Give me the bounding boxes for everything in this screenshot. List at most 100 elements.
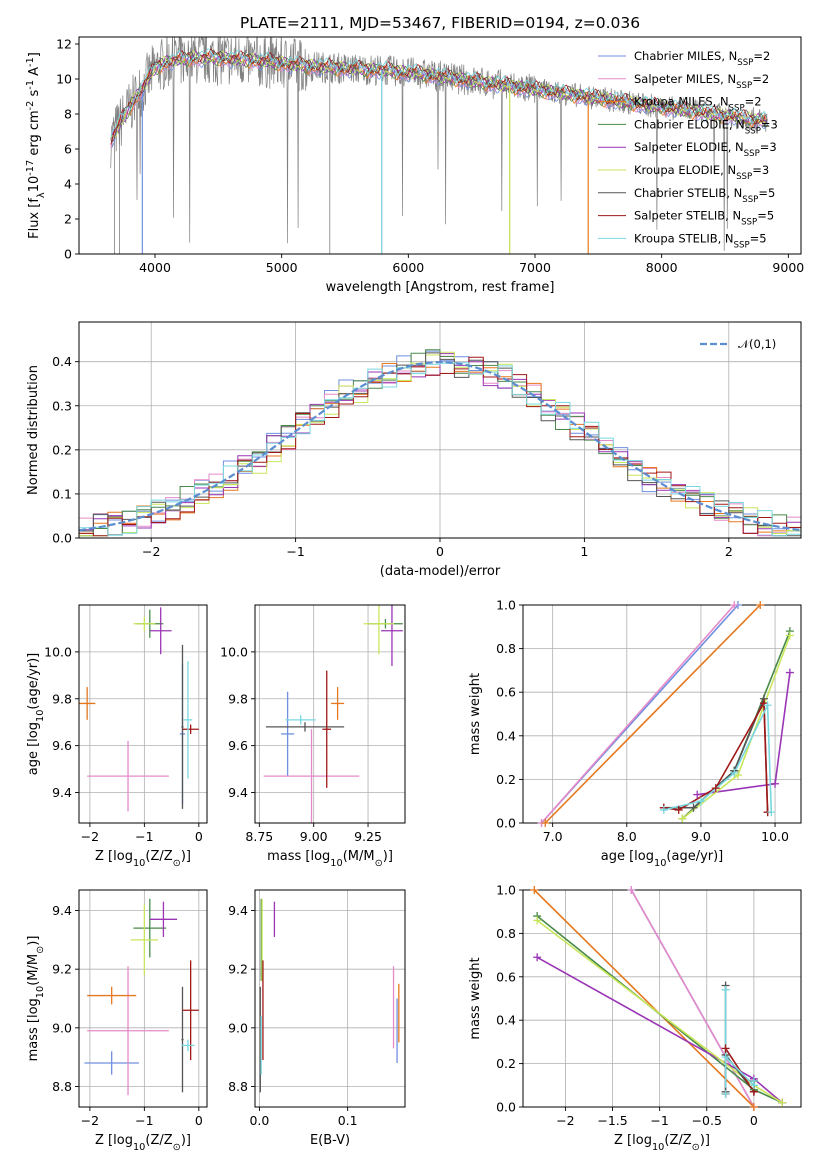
y-tick-label: 9.8 [52,691,72,706]
x-tick-label: −2 [142,544,160,559]
y-tick-label: 9.4 [228,903,248,918]
x-tick-label: 9.0 [691,829,711,844]
x-axis-label: Z [log10(Z/Z⊙)] [95,1133,191,1153]
plot-area [259,898,400,1093]
weight-marker [721,1053,730,1062]
label-fragment: wavelength [Angstrom, rest frame] [326,280,555,295]
label-fragment: (M/M [26,954,41,986]
x-tick-label: 8000 [646,260,678,275]
y-tick-label: 0.2 [496,1056,516,1071]
label-fragment: =5 [757,209,774,223]
x-tick-label: 6000 [392,260,424,275]
legend: Chabrier MILES, N SSP =2 Salpeter MILES, N S… [598,49,778,250]
axes-frame [522,604,802,824]
y-tick-label: 9.4 [228,785,248,800]
weight-line [663,700,769,813]
y-tick-label: 1.0 [496,883,516,898]
weight-marker [627,886,636,894]
label-fragment: (age/yr)] [666,849,723,864]
weight-marker [749,1076,758,1085]
y-tick-label: 12 [56,37,72,52]
legend-label: Kroupa ELODIE, NSSP=3 [634,163,769,182]
y-tick-label: 0.3 [52,398,72,413]
x-tick-label: −1.5 [597,1113,627,1128]
legend-label: Salpeter ELODIE, NSSP=3 [634,140,777,159]
plot-area [79,349,801,537]
label-fragment: E(B-V) [310,1133,350,1148]
label-fragment: Normed distribution [26,365,41,495]
x-tick-label: 5000 [266,260,298,275]
label-fragment: ⊙ [173,858,181,869]
x-tick-label: −2 [556,1113,574,1128]
label-fragment: λ [36,192,47,198]
weight-marker [763,701,772,710]
y-tick-label: 0.0 [52,531,72,546]
y-tick-label: 0.8 [496,926,516,941]
y-tick-label: 0.8 [496,641,516,656]
weight-marker [693,790,702,799]
y-tick-label: 10.0 [220,644,248,659]
x-tick-label: 0.0 [249,1113,269,1128]
label-fragment: -17 [25,160,36,176]
y-axis-label: mass weight [468,957,483,1039]
y-tick-label: 8 [64,107,72,122]
model-spectrum-line [110,48,768,139]
panel-2: −2 −1 09.49.69.810.0Z [log10(Z/Z⊙)]age [lo… [26,604,208,869]
label-fragment: =2 [752,72,769,86]
label-fragment: 10 [654,858,666,869]
model-spectrum-line [110,51,768,137]
plot-area [540,605,791,823]
label-fragment: Chabrier ELODIE, N [634,117,745,131]
axes-frame [78,604,208,824]
y-tick-label: 0.4 [496,728,516,743]
weight-marker [689,803,698,812]
label-fragment: Salpeter ELODIE, N [634,140,744,154]
label-fragment: SSP [745,126,761,136]
y-tick-label: 9.4 [52,785,72,800]
y-tick-label: 0.1 [52,486,72,501]
label-fragment: -2 [25,101,36,111]
weight-marker [749,1103,758,1111]
weight-marker [730,601,739,609]
label-fragment: =2 [745,95,762,109]
y-tick-label: 1.0 [496,598,516,613]
label-fragment: =3 [761,117,778,131]
label-fragment: Chabrier MILES, N [634,49,737,63]
label-fragment: Chabrier STELIB, N [634,186,742,200]
label-fragment: (M/M [343,849,375,864]
y-tick-label: 9.4 [52,903,72,918]
label-fragment: 10 [133,858,145,869]
label-fragment: A [27,67,42,80]
weight-line [663,698,769,813]
weight-marker [785,668,794,677]
weight-marker [721,1044,730,1053]
weight-line [630,890,755,1107]
weight-marker [659,805,668,814]
weight-marker [785,631,794,640]
y-axis-label: age [log10(age/yr)] [26,653,46,776]
label-fragment: (Z/Z [664,1133,691,1148]
label-fragment: =3 [760,140,777,154]
weight-marker [711,784,720,793]
panel-3: 8.75 9.00 9.25 9.4 9.6 9.8 10.0 mass [log10(M/M… [220,604,406,869]
label-fragment: SSP [742,195,758,205]
weight-marker [541,819,550,827]
legend-label: Kroupa MILES, NSSP=2 [634,95,762,114]
legend-label: Kroupa STELIB, NSSP=5 [634,231,767,250]
legend-label: Salpeter STELIB, NSSP=5 [634,209,774,228]
x-tick-label: 0.1 [338,1113,358,1128]
plot-area [110,37,768,254]
y-axis-label: Flux [fλ10-17 erg cm-2 s-1 A-1] [25,52,47,239]
x-tick-label: −1 [286,544,304,559]
y-tick-label: 0.4 [52,354,72,369]
label-fragment: mass [log [267,849,330,864]
label-fragment: Salpeter MILES, N [634,72,736,86]
x-tick-label: −2 [81,829,99,844]
y-tick-label: 0 [64,247,72,262]
label-fragment: Flux [f [27,198,42,239]
label-fragment: Z [log [614,1133,652,1148]
label-fragment: (Z/Z [145,1133,172,1148]
plot-area [79,607,199,812]
weight-marker [533,916,542,925]
weight-marker [771,779,780,788]
